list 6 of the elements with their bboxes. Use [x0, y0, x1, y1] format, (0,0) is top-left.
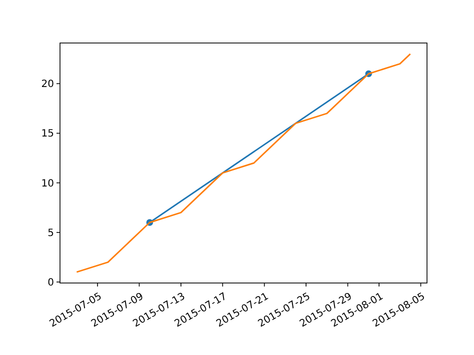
y-tick-label: 10	[41, 178, 54, 190]
y-tick-label: 15	[41, 128, 54, 140]
line-series	[76, 53, 412, 273]
y-tick-label: 5	[48, 228, 54, 239]
y-tick-label: 20	[41, 79, 54, 90]
y-tick-label: 0	[48, 278, 54, 289]
